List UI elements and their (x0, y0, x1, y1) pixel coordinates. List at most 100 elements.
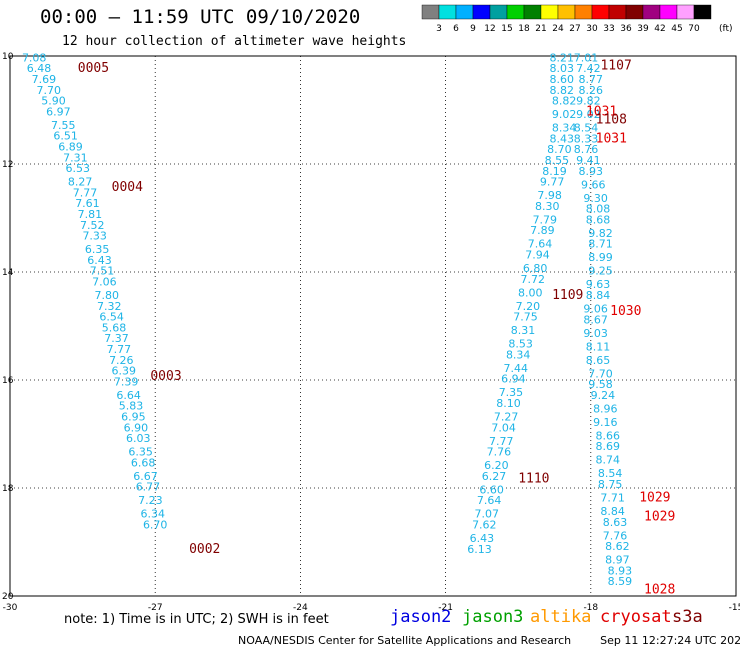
wave-height-value: 9.77 (540, 176, 565, 189)
wave-height-value: 6.13 (467, 543, 492, 556)
wave-height-value: 8.03 (550, 62, 575, 75)
wave-height-value: 8.62 (605, 540, 630, 553)
satellite-jason2: jason2 (390, 607, 452, 627)
wave-height-value: 7.31 (63, 151, 88, 164)
time-label: 0005 (78, 61, 109, 76)
legend-label: 18 (518, 24, 530, 34)
legend-label: 70 (688, 24, 700, 34)
wave-height-value: 9.02 (552, 108, 577, 121)
wave-height-value: 8.59 (608, 575, 633, 588)
wave-height-value: 8.99 (588, 251, 613, 264)
wave-height-map: -30-27-24-21-18-151012141618207.086.487.… (2, 51, 740, 613)
wave-height-value: 7.37 (104, 332, 129, 345)
wave-height-value: 7.51 (90, 265, 115, 278)
wave-height-value: 7.77 (489, 435, 514, 448)
y-tick-label: 18 (2, 484, 14, 494)
time-label: 1029 (644, 509, 675, 524)
legend-label: 9 (470, 24, 476, 34)
legend-label: 24 (552, 24, 564, 34)
wave-height-value: 8.26 (579, 84, 604, 97)
wave-height-value: 7.76 (487, 446, 512, 459)
wave-height-value: 8.96 (593, 402, 618, 415)
y-tick-label: 16 (2, 376, 14, 386)
wave-height-value: 7.77 (107, 343, 132, 356)
wave-height-value: 8.66 (595, 429, 620, 442)
time-label: 1110 (518, 472, 549, 487)
wave-height-value: 5.68 (102, 321, 127, 334)
wave-height-value: 7.35 (499, 386, 524, 399)
wave-height-value: 8.11 (586, 340, 611, 353)
wave-height-value: 6.70 (143, 519, 168, 532)
time-label: 1029 (639, 491, 670, 506)
wave-height-value: 7.77 (73, 186, 98, 199)
wave-height-value: 8.53 (508, 338, 533, 351)
wave-height-value: 8.08 (586, 203, 611, 216)
wave-height-value: 7.70 (588, 367, 613, 380)
wave-height-value: 6.60 (479, 483, 504, 496)
wave-height-value: 7.94 (525, 249, 550, 262)
wave-height-value: 8.75 (598, 478, 623, 491)
wave-height-value: 8.77 (579, 73, 604, 86)
legend-label: 39 (637, 24, 649, 34)
wave-height-value: 6.54 (99, 311, 124, 324)
wave-height-value: 7.44 (504, 362, 529, 375)
wave-height-value: 5.83 (119, 400, 144, 413)
legend-unit: (ft) (719, 24, 733, 34)
wave-height-value: 7.72 (520, 273, 545, 286)
wave-height-value: 7.20 (516, 300, 541, 313)
wave-height-value: 7.71 (600, 492, 625, 505)
wave-height-value: 8.54 (574, 122, 599, 135)
wave-height-value: 7.64 (528, 238, 553, 251)
track-1: 7.086.487.697.705.906.977.556.516.897.31… (22, 51, 168, 532)
wave-height-value: 8.60 (550, 73, 575, 86)
wave-height-value: 6.80 (523, 262, 548, 275)
wave-height-value: 8.27 (68, 176, 93, 189)
wave-height-value: 6.43 (470, 532, 495, 545)
wave-height-value: 7.04 (491, 421, 516, 434)
y-tick-label: 20 (2, 592, 14, 602)
wave-height-value: 8.65 (586, 354, 611, 367)
wave-height-value: 6.77 (136, 481, 161, 494)
wave-height-value: 8.93 (579, 165, 604, 178)
time-label: 0003 (150, 369, 181, 384)
wave-height-value: 8.68 (586, 213, 611, 226)
wave-height-value: 7.42 (576, 62, 601, 75)
wave-height-value: 9.63 (586, 278, 611, 291)
wave-height-value: 8.21 (550, 51, 575, 64)
wave-height-value: 7.70 (36, 84, 61, 97)
wave-height-value: 7.69 (32, 73, 57, 86)
wave-height-value: 6.20 (484, 459, 509, 472)
wave-height-value: 7.98 (537, 189, 562, 202)
wave-height-value: 7.32 (97, 300, 122, 313)
wave-height-value: 8.74 (595, 454, 620, 467)
wave-height-value: 9.66 (581, 178, 606, 191)
wave-height-value: 7.55 (51, 119, 76, 132)
wave-height-value: 8.70 (547, 143, 572, 156)
wave-height-value: 6.94 (501, 373, 526, 386)
wave-height-value: 9.06 (583, 303, 608, 316)
wave-height-value: 7.80 (95, 289, 120, 302)
time-label: 1109 (552, 288, 583, 303)
x-tick-label: -27 (148, 603, 163, 613)
wave-height-value: 9.30 (583, 192, 608, 205)
wave-height-value: 6.97 (46, 105, 71, 118)
wave-height-value: 7.64 (477, 494, 502, 507)
wave-height-value: 7.33 (82, 230, 107, 243)
wave-height-value: 7.75 (513, 311, 538, 324)
map-frame (9, 55, 737, 597)
wave-height-value: 6.39 (111, 365, 136, 378)
legend-label: 3 (436, 24, 442, 34)
wave-height-value: 8.82 (550, 84, 575, 97)
wave-height-value: 7.76 (603, 529, 628, 542)
legend-label: 15 (501, 24, 512, 34)
footer-timestamp: Sep 11 12:27:24 UTC 2020 (600, 634, 740, 647)
wave-height-value: 8.76 (574, 143, 599, 156)
wave-height-value: 8.84 (600, 505, 625, 518)
wave-height-value: 8.34 (506, 348, 531, 361)
wave-height-value: 9.03 (583, 327, 608, 340)
note-text: note: 1) Time is in UTC; 2) SWH is in fe… (64, 612, 329, 627)
satellite-altika: altika (530, 607, 592, 627)
wave-height-value: 8.82 (552, 95, 577, 108)
time-label: 1030 (610, 304, 641, 319)
legend-label: 27 (569, 24, 580, 34)
